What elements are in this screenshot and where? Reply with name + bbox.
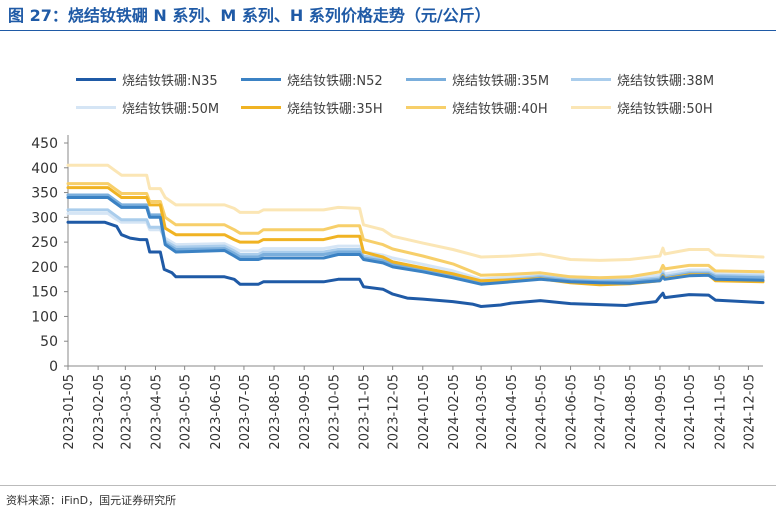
y-tick-label: 150 — [31, 285, 58, 301]
legend-label: 烧结钕铁硼:N35 — [122, 74, 218, 89]
x-tick-label: 2024-10-05 — [683, 374, 698, 450]
legend-swatch — [241, 78, 281, 81]
legend-label: 烧结钕铁硼:38M — [617, 74, 715, 89]
legend-label: 烧结钕铁硼:35H — [287, 102, 383, 117]
legend-swatch — [76, 78, 116, 81]
y-tick-label: 200 — [31, 260, 58, 276]
legend-item: 烧结钕铁硼:50M — [76, 98, 219, 117]
source-note: 资料来源：iFinD，国元证券研究所 — [6, 494, 177, 507]
legend-label: 烧结钕铁硼:35M — [452, 74, 550, 89]
series-line-1 — [66, 220, 765, 308]
x-tick-label: 2024-12-05 — [742, 374, 757, 450]
x-tick-label: 2023-08-05 — [268, 374, 283, 450]
y-tick-label: 100 — [31, 309, 58, 325]
y-tick-label: 250 — [31, 235, 58, 251]
x-tick-label: 2023-07-05 — [238, 374, 253, 450]
legend-item: 烧结钕铁硼:35H — [241, 98, 383, 117]
x-tick-label: 2024-01-05 — [417, 374, 432, 450]
x-tick-label: 2023-12-05 — [387, 374, 402, 450]
y-tick-label: 450 — [31, 136, 58, 152]
legend-swatch — [406, 78, 446, 81]
x-tick-label: 2023-11-05 — [357, 374, 372, 450]
legend-label: 烧结钕铁硼:40H — [452, 102, 548, 117]
legend-item: 烧结钕铁硼:50H — [571, 98, 713, 117]
x-tick-label: 2024-07-05 — [594, 374, 609, 450]
legend-item: 烧结钕铁硼:40H — [406, 98, 548, 117]
x-tick-label: 2023-06-05 — [209, 374, 224, 450]
y-tick-label: 50 — [40, 334, 58, 350]
legend-swatch — [241, 106, 281, 109]
x-tick-label: 2024-05-05 — [534, 374, 549, 450]
x-tick-label: 2023-10-05 — [327, 374, 342, 450]
x-tick-label: 2024-04-05 — [505, 374, 520, 450]
x-tick-label: 2024-11-05 — [713, 374, 728, 450]
legend-swatch — [571, 106, 611, 109]
x-tick-label: 2023-09-05 — [298, 374, 313, 450]
x-tick-label: 2024-06-05 — [565, 374, 580, 450]
legend-item: 烧结钕铁硼:35M — [406, 70, 549, 89]
legend-label: 烧结钕铁硼:N52 — [287, 74, 383, 89]
series-line-2 — [66, 196, 765, 286]
legend-item: 烧结钕铁硼:N52 — [241, 70, 383, 89]
series-line-7 — [66, 182, 765, 280]
title-divider — [0, 30, 776, 31]
page-title: 图 27：烧结钕铁硼 N 系列、M 系列、H 系列价格走势（元/公斤） — [8, 6, 491, 25]
y-tick-label: 300 — [31, 210, 58, 226]
y-tick-label: 0 — [49, 359, 58, 375]
x-tick-label: 2023-03-05 — [119, 374, 134, 450]
x-tick-label: 2023-01-05 — [62, 374, 77, 450]
x-tick-label: 2024-03-05 — [475, 374, 490, 450]
legend-swatch — [406, 106, 446, 109]
y-tick-label: 400 — [31, 161, 58, 177]
legend-swatch — [571, 78, 611, 81]
footer-divider — [0, 485, 776, 486]
x-tick-label: 2023-05-05 — [179, 374, 194, 450]
x-tick-label: 2024-08-05 — [624, 374, 639, 450]
legend-swatch — [76, 106, 116, 109]
legend-item: 烧结钕铁硼:38M — [571, 70, 714, 89]
legend-item: 烧结钕铁硼:N35 — [76, 70, 218, 89]
legend-label: 烧结钕铁硼:50H — [617, 102, 713, 117]
legend-label: 烧结钕铁硼:50M — [122, 102, 220, 117]
y-tick-label: 350 — [31, 186, 58, 202]
x-tick-label: 2024-02-05 — [447, 374, 462, 450]
x-tick-label: 2024-09-05 — [654, 374, 669, 450]
x-tick-label: 2023-02-05 — [92, 374, 107, 450]
series-line-8 — [66, 163, 765, 262]
x-tick-label: 2023-04-05 — [149, 374, 164, 450]
